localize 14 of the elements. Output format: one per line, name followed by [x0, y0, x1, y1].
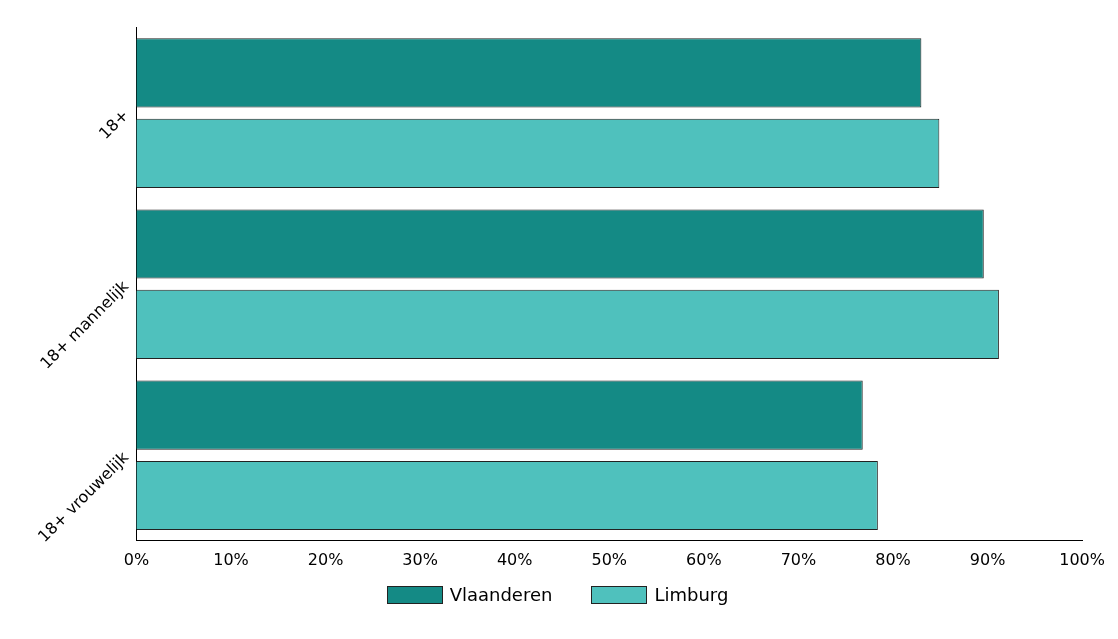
x-tick-label: 100% [1059, 549, 1105, 569]
x-tick-label: 70% [780, 549, 817, 569]
x-tick-label: 60% [686, 549, 722, 569]
x-tick-label: 80% [875, 549, 911, 569]
x-tick-label: 40% [496, 549, 533, 569]
x-tick-label: 90% [969, 549, 1006, 569]
x-tick-label: 20% [307, 549, 344, 569]
y-tick-label: 18+ [94, 105, 133, 143]
legend-label: Limburg [654, 584, 729, 605]
x-tick-label: 50% [591, 549, 628, 569]
x-tick-label: 0% [123, 549, 150, 569]
x-tick-label: 10% [213, 549, 249, 569]
x-tick-label: 30% [402, 549, 438, 569]
legend-label: Vlaanderen [449, 584, 553, 605]
